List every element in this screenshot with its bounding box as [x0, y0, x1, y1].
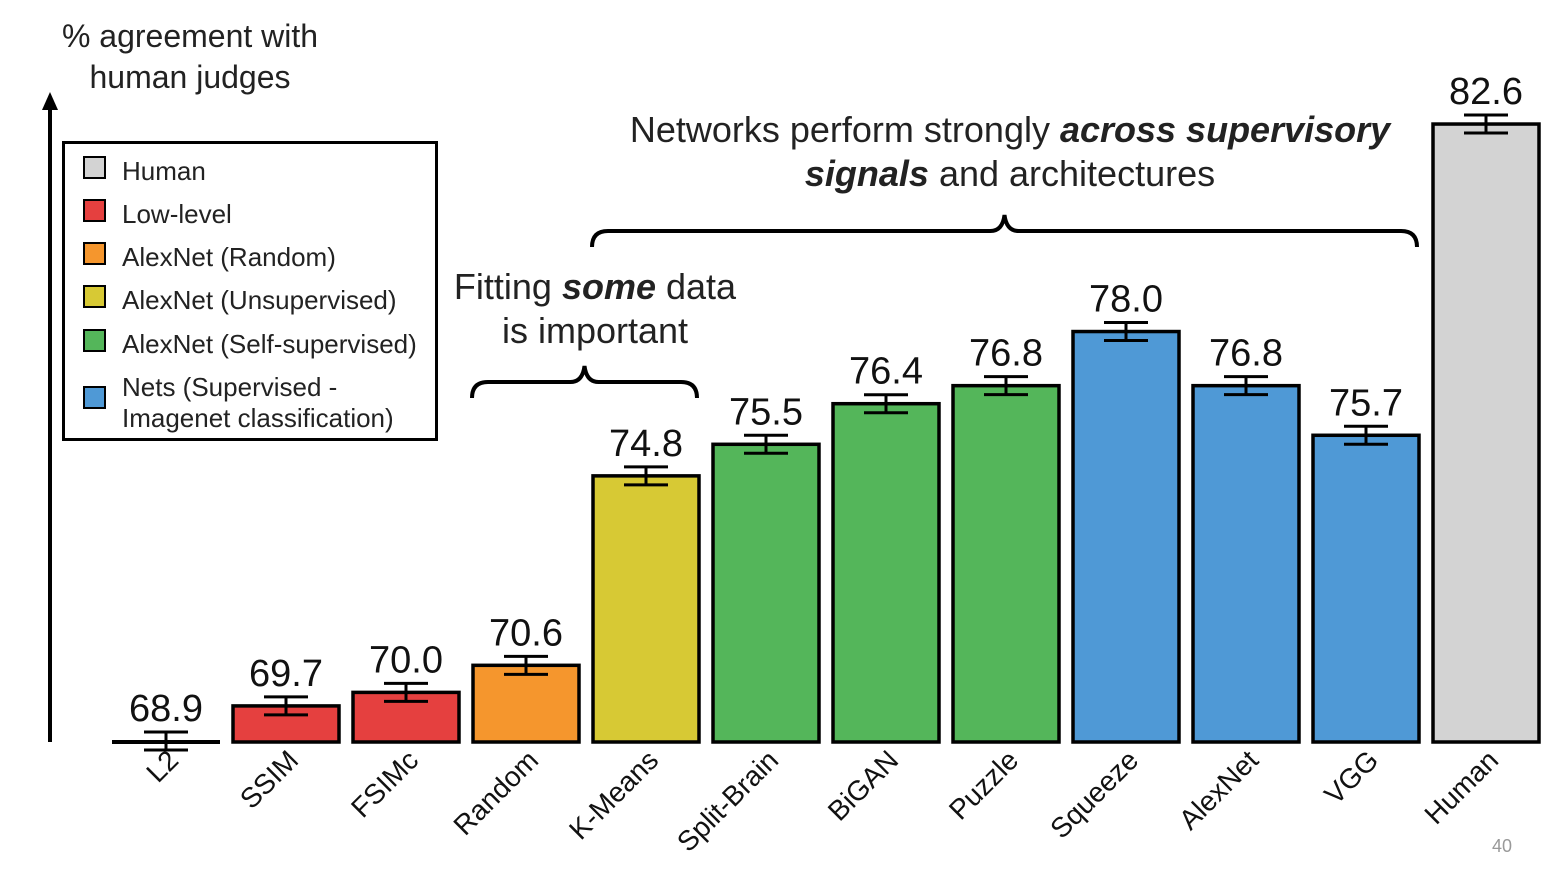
legend-label-alexnet-self-supervised: AlexNet (Self-supervised): [122, 329, 417, 359]
bar-bigan: [831, 401, 941, 744]
annotation-fitting-text-3: is important: [501, 310, 689, 351]
legend-item-low-level: Low-level: [83, 199, 232, 230]
tick-label-alexnet: AlexNet: [1173, 744, 1264, 835]
bar-vgg: [1311, 433, 1421, 744]
value-label-puzzle: 76.8: [969, 333, 1043, 375]
value-label-alexnet: 76.8: [1209, 333, 1283, 375]
legend-label-nets-supervised: Nets (Supervised - Imagenet classificati…: [122, 372, 394, 433]
value-label-human: 82.6: [1449, 71, 1523, 113]
bar-alexnet: [1191, 383, 1301, 744]
legend-label-alexnet-unsupervised: AlexNet (Unsupervised): [122, 285, 397, 315]
value-label-ssim: 69.7: [249, 653, 323, 695]
value-label-random: 70.6: [489, 612, 563, 654]
bar-k-means: [591, 474, 701, 744]
legend-item-human: Human: [83, 156, 206, 187]
bar-random: [471, 663, 581, 744]
value-label-l2: 68.9: [129, 688, 203, 730]
brace-networks: [590, 214, 1419, 248]
tick-label-squeeze: Squeeze: [1044, 744, 1144, 844]
annotation-networks-text-1: Networks perform strongly: [629, 109, 1060, 150]
legend-swatch-nets-supervised: [83, 386, 106, 409]
bar-split-brain: [711, 442, 821, 744]
legend-label-alexnet-random: AlexNet (Random): [122, 242, 336, 272]
tick-label-puzzle: Puzzle: [943, 744, 1024, 825]
legend-label-human: Human: [122, 156, 206, 186]
annotation-fitting: Fitting some data is important: [440, 265, 750, 353]
legend-item-alexnet-random: AlexNet (Random): [83, 242, 336, 273]
tick-label-split-brain: Split-Brain: [671, 744, 784, 857]
legend-item-nets-supervised: Nets (Supervised - Imagenet classificati…: [83, 372, 394, 434]
tick-label-random: Random: [447, 744, 544, 841]
bar-puzzle: [951, 383, 1061, 744]
bar-human: [1431, 122, 1541, 744]
value-label-squeeze: 78.0: [1089, 279, 1163, 321]
value-label-fsimc: 70.0: [369, 639, 443, 681]
page-number: 40: [1492, 836, 1513, 856]
legend: Human Low-level AlexNet (Random) AlexNet…: [62, 141, 438, 441]
annotation-networks-emphasis-2: signals: [804, 153, 929, 194]
annotation-networks: Networks perform strongly across supervi…: [600, 108, 1420, 196]
legend-label-low-level: Low-level: [122, 199, 232, 229]
legend-swatch-low-level: [83, 199, 106, 222]
brace-fitting: [470, 365, 699, 399]
legend-swatch-alexnet-self-supervised: [83, 329, 106, 352]
bar-squeeze: [1071, 329, 1181, 744]
tick-label-human: Human: [1418, 744, 1504, 830]
tick-label-vgg: VGG: [1318, 744, 1384, 810]
annotation-fitting-text-2: data: [656, 266, 737, 307]
value-label-bigan: 76.4: [849, 351, 923, 393]
annotation-networks-emphasis-1: across supervisory: [1059, 109, 1391, 150]
y-axis-label: % agreement with human judges: [61, 18, 319, 95]
value-label-k-means: 74.8: [609, 423, 683, 465]
value-label-vgg: 75.7: [1329, 382, 1403, 424]
legend-item-alexnet-unsupervised: AlexNet (Unsupervised): [83, 285, 397, 316]
legend-item-alexnet-self-supervised: AlexNet (Self-supervised): [83, 329, 417, 360]
y-axis-arrow-icon: [42, 92, 58, 110]
annotation-networks-text-2: and architectures: [928, 153, 1216, 194]
legend-swatch-human: [83, 156, 106, 179]
value-label-split-brain: 75.5: [729, 391, 803, 433]
tick-label-k-means: K-Means: [563, 744, 664, 845]
tick-label-fsimc: FSIMc: [345, 744, 424, 823]
tick-label-ssim: SSIM: [234, 744, 304, 814]
annotation-fitting-text-1: Fitting: [453, 266, 562, 307]
annotation-fitting-emphasis: some: [561, 266, 656, 307]
legend-swatch-alexnet-random: [83, 242, 106, 265]
tick-label-bigan: BiGAN: [822, 744, 904, 826]
legend-swatch-alexnet-unsupervised: [83, 285, 106, 308]
